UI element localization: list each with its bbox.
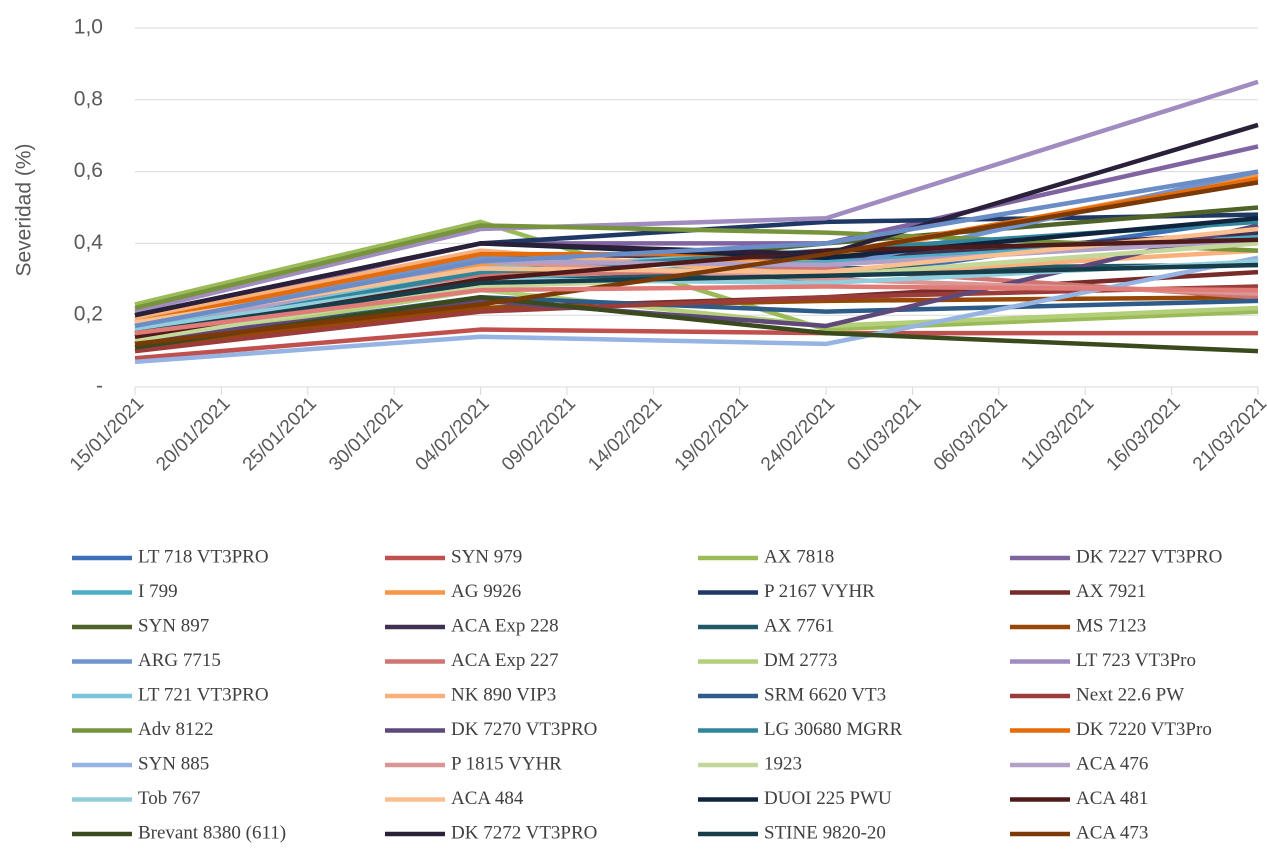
series-line <box>134 327 1258 361</box>
legend-label: AX 7761 <box>764 615 834 636</box>
legend-label: LT 721 VT3PRO <box>138 684 269 705</box>
series-line <box>134 255 1259 365</box>
legend-label: AX 7818 <box>764 546 834 567</box>
y-tick-label: 0,2 <box>74 303 103 326</box>
legend-label: Adv 8122 <box>138 719 213 740</box>
y-axis-title: Severidad (%) <box>13 143 36 276</box>
legend-label: ACA 481 <box>1076 788 1148 809</box>
x-tick-label: 01/03/2021 <box>843 393 925 475</box>
legend-label: AX 7921 <box>1076 581 1146 602</box>
legend-label: SRM 6620 VT3 <box>764 684 886 705</box>
legend-label: SYN 885 <box>138 753 209 774</box>
x-tick-label: 11/03/2021 <box>1017 393 1098 474</box>
legend-label: I 799 <box>138 581 178 602</box>
series-line <box>134 287 1259 347</box>
x-tick-label: 06/03/2021 <box>930 393 1012 475</box>
legend-label: ARG 7715 <box>138 650 221 671</box>
legend-label: ACA Exp 228 <box>451 615 559 636</box>
y-tick-label: 0,8 <box>74 87 103 110</box>
legend-label: Brevant 8380 (611) <box>138 822 286 843</box>
legend-label: LG 30680 MGRR <box>764 719 903 740</box>
legend-label: NK 890 VIP3 <box>451 684 556 705</box>
legend-label: P 1815 VYHR <box>451 753 562 774</box>
legend-label: DK 7227 VT3PRO <box>1076 546 1222 567</box>
legend-label: Adv 8413 <box>138 857 213 859</box>
series-line <box>134 169 1259 329</box>
legend-label: Tob 767 <box>138 788 201 809</box>
x-tick-label: 24/02/2021 <box>757 393 839 475</box>
legend-label: DK 7270 VT3PRO <box>451 719 597 740</box>
legend-label: SYN 897 <box>138 615 209 636</box>
x-tick-label: 19/02/2021 <box>671 393 753 475</box>
series-line <box>134 79 1259 314</box>
series-line <box>134 223 1259 311</box>
legend-label: Next 22.6 PW <box>1076 684 1184 705</box>
x-tick-label: 20/01/2021 <box>152 393 234 475</box>
x-tick-label: 09/02/2021 <box>498 393 580 475</box>
legend-label: ACA 484 <box>451 788 524 809</box>
legend-label: DK 7272 VT3PRO <box>451 822 597 843</box>
y-tick-label: 1,0 <box>74 16 103 39</box>
legend-label: DK 7220 VT3Pro <box>1076 719 1212 740</box>
legend-label: SYN 979 <box>451 546 522 567</box>
x-tick-label: 14/02/2021 <box>584 393 666 475</box>
legend-label: DUOI 225 PWU <box>764 788 892 809</box>
series-line <box>134 180 1259 347</box>
legend-label: LT 723 VT3Pro <box>1076 650 1196 671</box>
y-tick-label: - <box>96 375 103 398</box>
x-tick-label: 25/01/2021 <box>239 393 321 475</box>
series-line <box>134 284 1259 354</box>
legend-label: ACA 476 <box>1076 753 1148 774</box>
legend-label: DM 2773 <box>764 650 837 671</box>
legend-label: MS 7123 <box>1076 615 1146 636</box>
legend-label: ACA Exp 227 <box>451 650 559 671</box>
legend-label: LT 718 VT3PRO <box>138 546 269 567</box>
legend-label: 1923 <box>764 753 802 774</box>
y-tick-label: 0,6 <box>74 159 103 182</box>
y-tick-label: 0,4 <box>74 231 104 254</box>
x-tick-label: 04/02/2021 <box>412 393 494 475</box>
legend-label: AG 9926 <box>451 581 521 602</box>
x-tick-label: 16/03/2021 <box>1103 393 1185 475</box>
x-tick-label: 15/01/2021 <box>66 393 148 475</box>
legend-label: ACA 473 <box>1076 822 1148 843</box>
x-tick-label: 21/03/2021 <box>1189 393 1267 475</box>
series-line <box>134 122 1259 318</box>
legend-label: STINE 9820-20 <box>764 822 886 843</box>
series-line <box>134 284 1259 336</box>
legend-label: P 2167 VYHR <box>764 581 875 602</box>
x-tick-label: 30/01/2021 <box>325 393 407 475</box>
legend-label: AX 7822 <box>451 857 521 859</box>
